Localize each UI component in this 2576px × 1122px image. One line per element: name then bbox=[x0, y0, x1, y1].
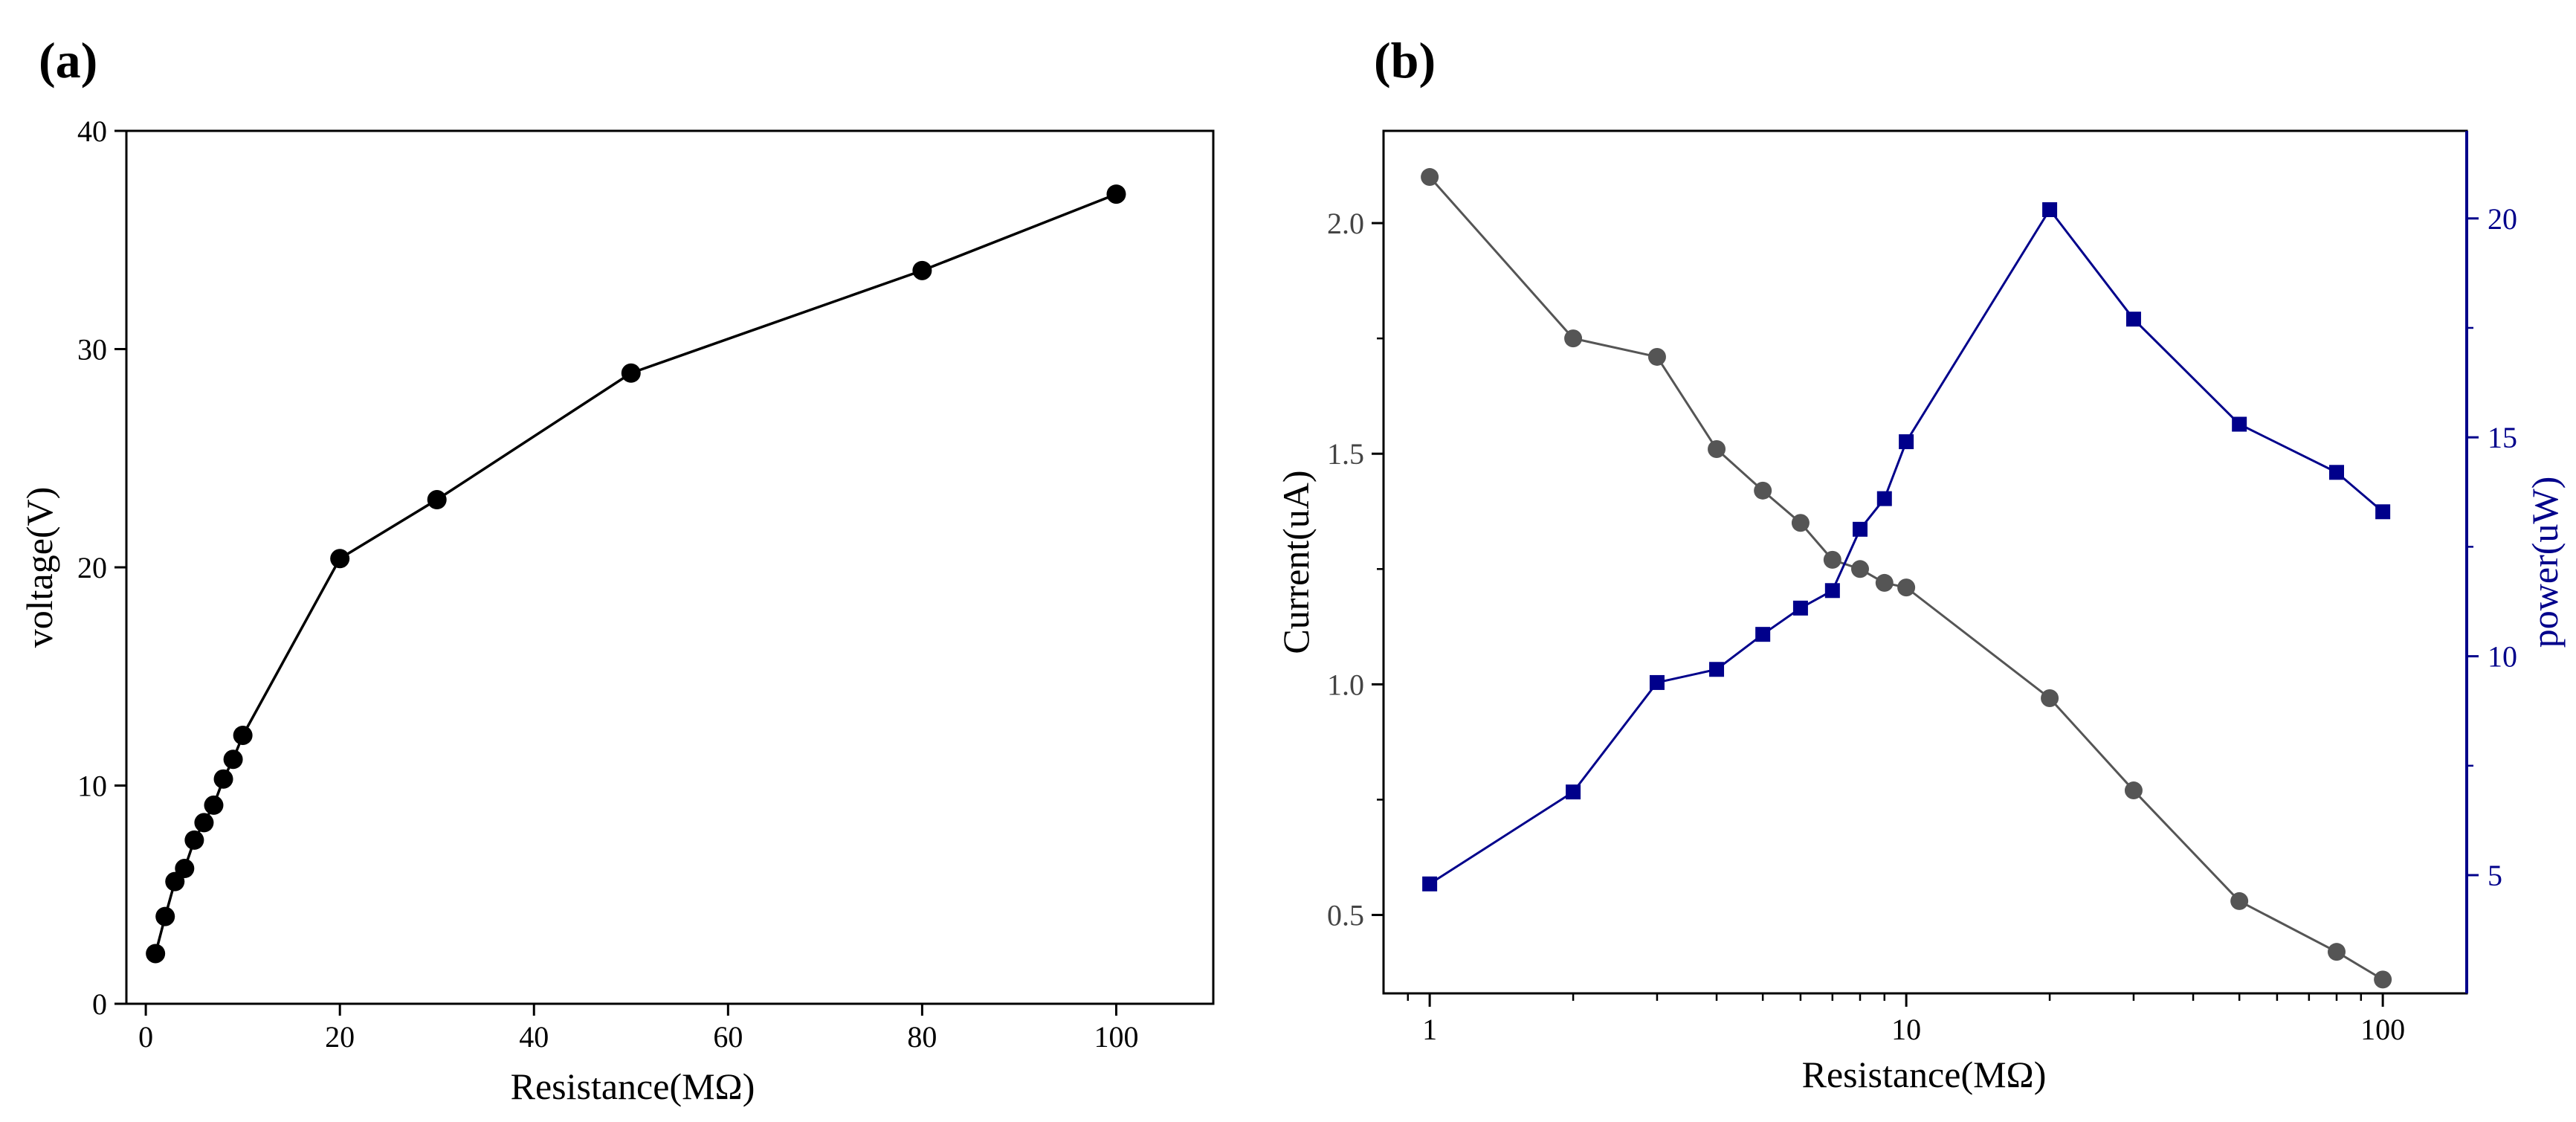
panel-b-x-axis: 1 10 100 bbox=[1407, 993, 2405, 1046]
panel-b-current-point bbox=[1851, 560, 1870, 578]
panel-a-plot-frame bbox=[125, 129, 1215, 1005]
panel-a-voltage-point bbox=[155, 906, 175, 926]
panel-a-voltage-point bbox=[1106, 184, 1126, 204]
panel-a-series bbox=[146, 184, 1126, 964]
panel-b-left-y-tick-label: 2.0 bbox=[1327, 207, 1364, 240]
panel-b-current-point bbox=[1791, 514, 1810, 532]
panel-b-power-point bbox=[1792, 600, 1808, 616]
panel-a-x-tick-label: 60 bbox=[713, 1020, 743, 1054]
panel-b-right-y-tick-label: 20 bbox=[2488, 202, 2517, 236]
panel-a-voltage-point bbox=[213, 769, 233, 789]
panel-a-x-tick-label: 0 bbox=[138, 1020, 153, 1054]
panel-b-power-point bbox=[1422, 876, 1438, 892]
panel-a-voltage-chart: (a) 0 20 40 60 80 100 0 10 20 30 40 Resistance(MΩ… bbox=[19, 32, 1215, 1107]
panel-a-x-tick-label: 40 bbox=[519, 1020, 549, 1054]
panel-b-power-point bbox=[1899, 434, 1914, 450]
panel-b-current-point bbox=[2374, 970, 2392, 989]
panel-b-power-point bbox=[2232, 416, 2247, 432]
panel-a-voltage-point bbox=[912, 260, 932, 280]
panel-b-power-line bbox=[1429, 207, 2384, 886]
panel-b-plot-frame bbox=[1382, 129, 2468, 995]
panel-a-y-tick-label: 20 bbox=[77, 551, 107, 584]
panel-b-right-y-tick-label: 10 bbox=[2488, 640, 2517, 674]
panel-b-x-tick-label: 1 bbox=[1422, 1013, 1437, 1046]
panel-a-y-tick-label: 30 bbox=[77, 333, 107, 367]
panel-b-current-point bbox=[1823, 550, 1841, 569]
panel-a-y-tick-label: 10 bbox=[77, 770, 107, 803]
panel-b-current-point bbox=[1754, 481, 1772, 500]
panel-b-series bbox=[1421, 168, 2392, 989]
panel-b-power-point bbox=[1853, 521, 1868, 537]
panel-b-current-power-chart: (b) 1 10 100 0.5 1.0 1.5 2.0 5 10 15 20 Resistan… bbox=[1275, 32, 2566, 1095]
panel-b-power-point bbox=[1709, 662, 1725, 677]
panel-a-label: (a) bbox=[39, 32, 97, 88]
panel-a-voltage-point bbox=[146, 944, 166, 964]
panel-b-current-point bbox=[1564, 329, 1583, 348]
panel-b-power-point bbox=[2329, 465, 2345, 480]
panel-a-y-tick-label: 0 bbox=[92, 987, 107, 1021]
panel-b-power-point bbox=[1755, 627, 1771, 642]
panel-a-voltage-line bbox=[154, 193, 1117, 954]
panel-b-x-axis-title: Resistance(MΩ) bbox=[1802, 1054, 2047, 1095]
panel-b-left-y-axis-title: Current(uA) bbox=[1275, 470, 1317, 654]
panel-b-power-point bbox=[1566, 784, 1581, 800]
panel-a-x-axis: 0 20 40 60 80 100 bbox=[138, 1004, 1138, 1054]
panel-a-voltage-point bbox=[184, 830, 204, 850]
panel-b-power-point bbox=[1876, 491, 1892, 506]
panel-b-power-point bbox=[2375, 504, 2391, 520]
panel-b-x-tick-label: 100 bbox=[2360, 1013, 2405, 1046]
panel-a-x-tick-label: 80 bbox=[907, 1020, 937, 1054]
panel-b-right-y-tick-label: 5 bbox=[2488, 859, 2502, 892]
panel-b-power-point bbox=[1824, 583, 1840, 599]
panel-a-voltage-point bbox=[233, 725, 253, 745]
panel-b-power-point bbox=[1649, 674, 1665, 690]
panel-b-current-line bbox=[1428, 176, 2383, 981]
panel-b-current-point bbox=[2230, 892, 2249, 910]
panel-a-x-tick-label: 20 bbox=[325, 1020, 355, 1054]
panel-a-voltage-point bbox=[175, 859, 195, 879]
panel-b-current-point bbox=[1421, 168, 1439, 187]
panel-a-voltage-point bbox=[194, 813, 214, 833]
panel-b-current-point bbox=[1647, 347, 1666, 366]
panel-b-right-y-axis-title: power(uW) bbox=[2524, 477, 2566, 648]
panel-b-current-point bbox=[1708, 440, 1726, 459]
panel-b-left-y-tick-label: 0.5 bbox=[1327, 899, 1364, 932]
panel-b-left-y-axis: 0.5 1.0 1.5 2.0 bbox=[1327, 207, 1384, 932]
panel-a-voltage-point bbox=[330, 549, 350, 569]
panel-b-current-point bbox=[1875, 573, 1894, 592]
panel-a-voltage-point bbox=[204, 795, 224, 815]
panel-b-x-tick-label: 10 bbox=[1891, 1013, 1921, 1046]
panel-a-x-tick-label: 100 bbox=[1094, 1020, 1138, 1054]
panel-a-y-axis-title: voltage(V) bbox=[19, 487, 60, 648]
panel-b-current-point bbox=[2041, 689, 2059, 707]
panel-b-right-y-axis: 5 10 15 20 bbox=[2465, 131, 2517, 993]
panel-a-y-tick-label: 40 bbox=[77, 115, 107, 148]
panel-b-power-point bbox=[2042, 201, 2058, 217]
panel-a-x-axis-title: Resistance(MΩ) bbox=[511, 1065, 755, 1107]
panel-b-power-point bbox=[2125, 312, 2141, 327]
panel-a-voltage-point bbox=[621, 363, 641, 383]
panel-a-voltage-point bbox=[223, 749, 243, 770]
panel-b-label: (b) bbox=[1374, 32, 1436, 88]
panel-a-voltage-point bbox=[427, 490, 447, 510]
panel-b-left-y-tick-label: 1.0 bbox=[1327, 668, 1364, 701]
panel-a-y-axis: 0 10 20 30 40 bbox=[77, 115, 126, 1021]
panel-b-current-point bbox=[2328, 943, 2346, 961]
panel-b-left-y-tick-label: 1.5 bbox=[1327, 437, 1364, 471]
panel-b-current-point bbox=[2124, 781, 2143, 800]
panel-b-current-point bbox=[1897, 578, 1916, 597]
panel-b-right-y-tick-label: 15 bbox=[2488, 421, 2517, 454]
